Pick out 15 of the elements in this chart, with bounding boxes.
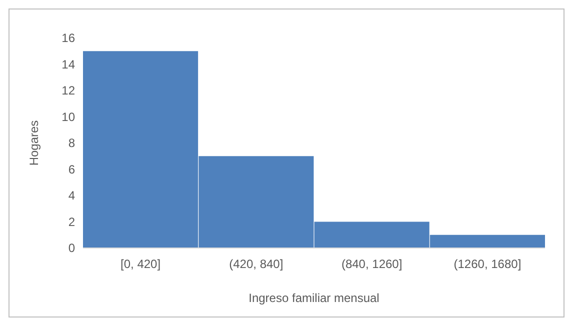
y-tick-label: 14 — [62, 57, 76, 72]
y-tick-label: 6 — [68, 162, 76, 176]
y-tick-label: 12 — [62, 84, 76, 98]
x-tick-label: (1260, 1680] — [454, 257, 522, 271]
y-tick-label: 0 — [68, 241, 76, 256]
y-tick-label: 2 — [68, 214, 76, 229]
y-axis-title: Hogares — [27, 120, 41, 166]
y-tick-label: 4 — [68, 188, 76, 203]
x-tick-label: [0, 420] — [120, 257, 161, 271]
x-tick-label: (420, 840] — [229, 257, 284, 271]
y-tick-label: 8 — [68, 136, 76, 150]
y-tick-label: 10 — [62, 110, 76, 124]
x-axis-title: Ingreso familiar mensual — [248, 291, 380, 305]
y-tick-label: 16 — [62, 31, 76, 46]
x-tick-label: (840, 1260] — [341, 257, 402, 271]
